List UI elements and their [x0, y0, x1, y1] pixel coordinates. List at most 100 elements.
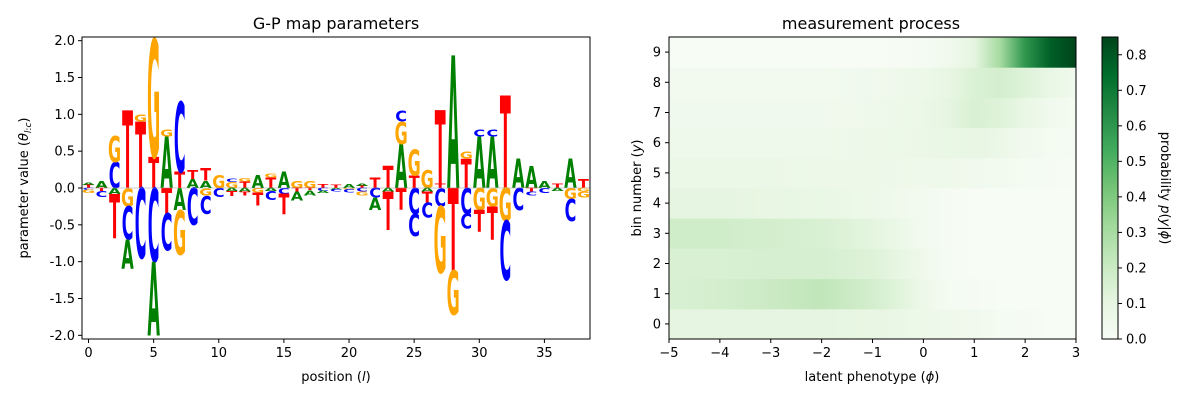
logo-letter-G: G [264, 173, 277, 179]
heatmap-row-bin-0 [669, 308, 1076, 340]
logo-letter-G: G [173, 200, 186, 270]
heatmap-row-bin-1 [669, 278, 1076, 310]
y-tick-label: 0 [653, 317, 661, 332]
logo-letter-T: T [500, 72, 511, 219]
logo-letter-T: T [304, 187, 315, 191]
x-tick-label: −5 [659, 346, 678, 361]
logo-letter-G: G [447, 260, 460, 330]
y-tick-label: 1.5 [54, 71, 75, 86]
logo-letter-T: T [278, 190, 289, 222]
logo-letter-A: A [395, 133, 408, 203]
logo-letter-G: G [564, 185, 577, 203]
y-tick-label: 6 [653, 136, 661, 151]
logo-letter-T: T [552, 182, 564, 189]
logo-letter-A: A [382, 187, 395, 193]
heatmap-row-bin-2 [669, 248, 1076, 280]
logo-letter-C: C [499, 205, 511, 299]
logo-letter-G: G [160, 128, 173, 139]
heatmap-x-label: latent phenotype (ϕ) [805, 370, 940, 385]
logo-letter-G: G [134, 113, 147, 124]
logo-letter-A: A [421, 187, 434, 193]
logo-letter-C: C [473, 128, 485, 139]
logo-letter-T: T [161, 183, 172, 223]
logo-letter-C: C [122, 198, 134, 251]
x-tick-label: 3 [1072, 346, 1080, 361]
y-tick-label: 0.5 [54, 145, 75, 160]
logo-letter-A: A [226, 187, 238, 192]
logo-letter-G: G [290, 180, 303, 191]
logo-letter-T: T [474, 205, 485, 240]
logo-letter-A: A [525, 160, 538, 195]
logo-letter-C: C [226, 178, 238, 183]
logo-letter-A: A [174, 183, 187, 218]
y-tick-label: 2 [653, 257, 661, 272]
logo-letter-T: T [226, 190, 238, 198]
y-tick-label: 1 [653, 287, 661, 302]
logo-letter-A: A [330, 188, 343, 190]
logo-letter-C: C [278, 186, 290, 196]
logo-letter-C: C [265, 190, 277, 204]
x-tick-label: 2 [1021, 346, 1029, 361]
logo-letter-A: A [473, 123, 485, 206]
y-tick-label: 3 [653, 227, 661, 242]
logo-letter-C: C [213, 187, 225, 201]
x-tick-label: 0 [919, 346, 927, 361]
x-tick-label: 30 [471, 346, 488, 361]
x-tick-label: 10 [210, 346, 227, 361]
heatmap-y-ticks: 0 1 2 3 4 5 6 7 8 9 [653, 46, 669, 332]
y-tick-label: 0.0 [54, 182, 75, 197]
logo-letter-C: C [356, 187, 368, 193]
logo-letter-C: C [317, 187, 329, 192]
logo-letter-T: T [578, 178, 589, 192]
logo-letter-G: G [395, 116, 408, 151]
heatmap-panel: measurement process −5 −4 −3 −2 −1 0 1 2 3 0 1 2 3 4… [630, 14, 1172, 385]
x-tick-label: −4 [710, 346, 729, 361]
colorbar-tick-label: 0.7 [1126, 84, 1147, 99]
logo-letter-A: A [538, 180, 551, 191]
x-tick-label: 15 [276, 346, 293, 361]
logo-letter-G: G [460, 150, 473, 161]
logo-letter-T: T [396, 183, 407, 218]
y-tick-label: 2.0 [54, 34, 75, 49]
logo-letter-A: A [121, 232, 133, 279]
logo-letter-G: G [121, 183, 134, 213]
y-tick-label: -1.0 [50, 255, 75, 270]
logo-letter-A: A [564, 151, 576, 198]
logo-letter-T: T [435, 182, 447, 189]
heatmap-row-bin-5 [669, 157, 1076, 189]
y-tick-label: 4 [653, 197, 661, 212]
logo-letter-C: C [148, 169, 160, 286]
x-tick-label: 5 [150, 346, 158, 361]
logo-title: G-P map parameters [253, 14, 419, 33]
x-tick-label: −1 [863, 346, 882, 361]
y-tick-label: 5 [653, 166, 661, 181]
y-tick-label: -0.5 [50, 218, 75, 233]
logo-letter-T: T [409, 172, 421, 192]
logo-letter-G: G [238, 178, 251, 183]
logo-letter-C: C [408, 183, 420, 223]
logo-letter-T: T [422, 189, 433, 207]
logo-letter-C: C [369, 186, 381, 201]
logo-letter-T: T [83, 184, 94, 189]
logo-letter-T: T [252, 190, 263, 211]
x-tick-label: 35 [536, 346, 553, 361]
colorbar-tick-label: 0.4 [1126, 190, 1147, 205]
logo-y-label: parameter value (θl:c) [17, 117, 34, 258]
logo-letter-A: A [447, 20, 459, 231]
logo-letter-C: C [539, 187, 551, 195]
logo-letter-G: G [486, 183, 499, 213]
logo-letter-C: C [200, 190, 212, 220]
logo-letter-C: C [421, 200, 433, 223]
logo-letter-T: T [331, 184, 342, 189]
logo-letter-C: C [109, 157, 121, 197]
logo-y-ticks: -2.0 -1.5 -1.0 -0.5 0.0 0.5 1.0 1.5 2.0 [50, 34, 82, 344]
logo-letter-C: C [408, 208, 420, 243]
x-tick-label: 1 [970, 346, 978, 361]
logo-letter-A: A [551, 187, 563, 192]
logo-letter-T: T [461, 151, 472, 198]
logo-letter-G: G [408, 145, 421, 185]
logo-letter-C: C [330, 189, 342, 193]
logo-letter-G: G [225, 180, 238, 190]
